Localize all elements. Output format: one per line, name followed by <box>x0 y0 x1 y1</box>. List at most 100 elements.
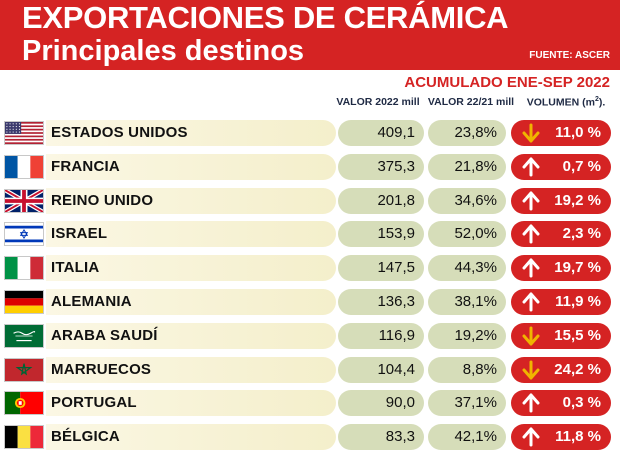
table-row: ITALIA 147,5 44,3% 19,7 % <box>0 254 620 282</box>
volume-value: 15,5 % <box>554 326 601 344</box>
country-name: ARABA SAUDÍ <box>51 326 158 344</box>
table-row: MARRUECOS 104,4 8,8% 24,2 % <box>0 356 620 384</box>
volume-cell: 19,2 % <box>511 187 611 214</box>
arrow-up-icon <box>521 427 541 447</box>
arrow-down-icon <box>521 326 541 346</box>
arrow-up-icon <box>521 258 541 278</box>
table-row: PORTUGAL 90,0 37,1% 0,3 % <box>0 389 620 417</box>
value-cell: 153,9 <box>338 221 424 248</box>
germany-flag <box>4 290 44 314</box>
arrow-up-icon <box>521 157 541 177</box>
variation-cell: 21,8% <box>428 153 506 180</box>
uk-flag <box>4 188 44 213</box>
volume-value: 19,2 % <box>554 191 601 209</box>
morocco-flag <box>4 357 44 382</box>
value-cell: 136,3 <box>338 289 424 315</box>
variation-cell: 19,2% <box>428 322 506 349</box>
saudi-flag <box>4 323 44 348</box>
variation-cell: 23,8% <box>428 120 506 146</box>
country-name: MARRUECOS <box>51 360 152 378</box>
row-band <box>46 221 336 248</box>
volume-cell: 11,0 % <box>511 120 611 146</box>
row-band <box>46 187 336 214</box>
table-row: REINO UNIDO 201,8 34,6% 19,2 % <box>0 187 620 215</box>
table-row: ALEMANIA 136,3 38,1% 11,9 % <box>0 288 620 316</box>
volume-value: 2,3 % <box>562 225 601 243</box>
volume-cell: 15,5 % <box>511 322 611 349</box>
table-row: ISRAEL 153,9 52,0% 2,3 % <box>0 220 620 248</box>
arrow-down-icon <box>521 123 541 143</box>
variation-cell: 37,1% <box>428 390 506 417</box>
country-name: ESTADOS UNIDOS <box>51 124 188 141</box>
volume-value: 11,0 % <box>555 124 601 141</box>
volume-cell: 0,3 % <box>511 390 611 417</box>
arrow-down-icon <box>521 360 541 380</box>
value-cell: 409,1 <box>338 120 424 146</box>
israel-flag <box>4 222 44 247</box>
volume-value: 11,8 % <box>555 428 601 446</box>
volume-cell: 11,9 % <box>511 289 611 315</box>
arrow-up-icon <box>521 393 541 413</box>
arrow-up-icon <box>521 292 541 312</box>
variation-cell: 42,1% <box>428 424 506 451</box>
volume-value: 0,3 % <box>562 394 601 412</box>
portugal-flag <box>4 391 44 416</box>
variation-cell: 52,0% <box>428 221 506 248</box>
row-band <box>46 390 336 417</box>
country-name: ITALIA <box>51 259 100 277</box>
row-band <box>46 255 336 282</box>
column-header-variation: VALOR 22/21 mill <box>427 96 515 108</box>
row-band <box>46 356 336 383</box>
value-cell: 201,8 <box>338 187 424 214</box>
value-cell: 90,0 <box>338 390 424 417</box>
volume-cell: 0,7 % <box>511 153 611 180</box>
volume-cell: 2,3 % <box>511 221 611 248</box>
variation-cell: 38,1% <box>428 289 506 315</box>
variation-cell: 8,8% <box>428 356 506 383</box>
country-name: ALEMANIA <box>51 293 132 310</box>
chart-title: EXPORTACIONES DE CERÁMICA <box>22 0 509 35</box>
source-label: FUENTE: ASCER <box>529 50 610 61</box>
row-band <box>46 424 336 451</box>
row-band <box>46 289 336 315</box>
arrow-up-icon <box>521 191 541 211</box>
country-name: PORTUGAL <box>51 394 137 412</box>
table-row: ARABA SAUDÍ 116,9 19,2% 15,5 % <box>0 322 620 350</box>
france-flag <box>4 154 44 179</box>
column-header-volume-end: ). <box>598 96 606 109</box>
table-row: ESTADOS UNIDOS 409,1 23,8% 11,0 % <box>0 119 620 147</box>
us-flag <box>4 121 44 145</box>
country-name: BÉLGICA <box>51 428 120 446</box>
header-banner: EXPORTACIONES DE CERÁMICA Principales de… <box>0 0 620 70</box>
row-band <box>46 120 336 146</box>
chart-subtitle: Principales destinos <box>22 35 305 67</box>
volume-cell: 19,7 % <box>511 255 611 282</box>
table-row: FRANCIA 375,3 21,8% 0,7 % <box>0 153 620 181</box>
country-name: ISRAEL <box>51 225 108 243</box>
value-cell: 104,4 <box>338 356 424 383</box>
variation-cell: 44,3% <box>428 255 506 282</box>
arrow-up-icon <box>521 224 541 244</box>
volume-value: 24,2 % <box>554 360 601 378</box>
column-header-volume-text: VOLUMEN (m <box>526 96 595 109</box>
volume-value: 11,9 % <box>555 293 601 310</box>
country-name: FRANCIA <box>51 157 120 175</box>
value-cell: 147,5 <box>338 255 424 282</box>
value-cell: 116,9 <box>338 322 424 349</box>
volume-value: 0,7 % <box>562 157 601 175</box>
variation-cell: 34,6% <box>428 187 506 214</box>
row-band <box>46 153 336 180</box>
volume-value: 19,7 % <box>554 259 601 277</box>
period-label: ACUMULADO ENE-SEP 2022 <box>404 74 610 91</box>
italy-flag <box>4 256 44 281</box>
value-cell: 83,3 <box>338 424 424 451</box>
table-row: BÉLGICA 83,3 42,1% 11,8 % <box>0 423 620 451</box>
row-band <box>46 322 336 349</box>
volume-cell: 11,8 % <box>511 424 611 451</box>
value-cell: 375,3 <box>338 153 424 180</box>
column-header-volume-sup: 2 <box>594 96 599 103</box>
column-header-value: VALOR 2022 mill <box>336 96 420 108</box>
column-header-volume: VOLUMEN (m2). <box>518 96 614 109</box>
belgium-flag <box>4 425 44 450</box>
volume-cell: 24,2 % <box>511 356 611 383</box>
